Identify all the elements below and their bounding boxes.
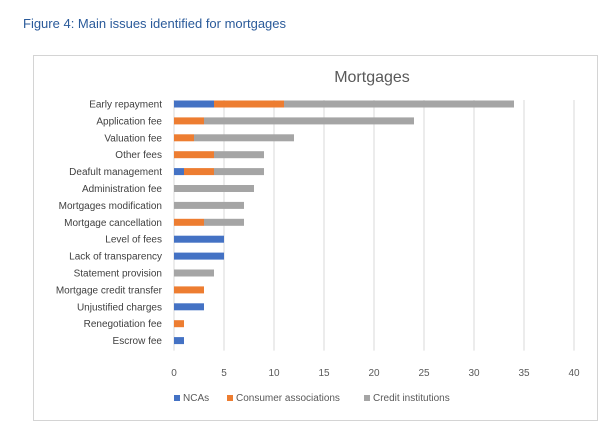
- bar-segment: [184, 168, 214, 176]
- y-category-label: Valuation fee: [104, 133, 162, 144]
- bar-segment: [194, 134, 294, 142]
- y-category-label: Mortgage cancellation: [64, 218, 162, 229]
- bar-segment: [174, 337, 184, 345]
- bar-segment: [204, 117, 414, 125]
- bar-segment: [174, 303, 204, 311]
- x-tick-label: 15: [318, 368, 330, 379]
- legend-swatch: [364, 395, 370, 401]
- x-tick-label: 40: [568, 368, 580, 379]
- y-category-label: Level of fees: [105, 235, 162, 246]
- x-tick-label: 10: [268, 368, 280, 379]
- bar-segment: [174, 252, 224, 260]
- bar-segment: [174, 117, 204, 125]
- bar-segment: [174, 151, 214, 159]
- y-category-label: Escrow fee: [113, 336, 163, 347]
- bar-segment: [174, 269, 214, 277]
- legend-label: Credit institutions: [373, 393, 450, 404]
- y-category-label: Statement provision: [74, 269, 162, 280]
- legend-label: Consumer associations: [236, 393, 340, 404]
- bar-segment: [174, 134, 194, 142]
- x-tick-label: 25: [418, 368, 430, 379]
- legend-swatch: [174, 395, 180, 401]
- y-category-label: Early repayment: [89, 100, 162, 111]
- stacked-bar-chart: Mortgages 0 5 10 15 20 25 30 35 40 Early repayment…: [56, 69, 580, 404]
- legend-label: NCAs: [183, 393, 209, 404]
- x-tick-label: 5: [221, 368, 227, 379]
- bar-segment: [174, 185, 254, 192]
- figure-caption: Figure 4: Main issues identified for mor…: [23, 16, 287, 31]
- x-tick-label: 0: [171, 368, 177, 379]
- chart-title: Mortgages: [334, 69, 410, 86]
- bar-segment: [174, 320, 184, 328]
- y-category-label: Unjustified charges: [77, 302, 162, 313]
- y-category-label: Renegotiation fee: [84, 319, 163, 330]
- x-tick-label: 20: [368, 368, 380, 379]
- x-tick-label: 30: [468, 368, 480, 379]
- y-category-label: Deafult management: [69, 167, 162, 178]
- bar-segment: [214, 100, 284, 108]
- bar-segment: [284, 100, 514, 108]
- bar-segment: [204, 218, 244, 226]
- chart-frame: Mortgages 0 5 10 15 20 25 30 35 40 Early repayment…: [33, 55, 598, 421]
- bar-segment: [174, 168, 184, 176]
- bar-segment: [174, 218, 204, 226]
- y-category-label: Administration fee: [82, 184, 162, 195]
- bar-segment: [174, 201, 244, 209]
- bar-segment: [214, 151, 264, 159]
- y-category-label: Mortgage credit transfer: [56, 285, 163, 296]
- bar-segment: [174, 100, 214, 108]
- legend-swatch: [227, 395, 233, 401]
- x-tick-label: 35: [518, 368, 530, 379]
- bar-segment: [174, 286, 204, 294]
- bar-segment: [214, 168, 264, 176]
- y-category-label: Lack of transparency: [69, 252, 162, 263]
- bar-segment: [174, 235, 224, 243]
- y-category-label: Application fee: [96, 116, 162, 127]
- y-category-label: Mortgages modification: [59, 201, 162, 212]
- y-category-label: Other fees: [115, 150, 162, 161]
